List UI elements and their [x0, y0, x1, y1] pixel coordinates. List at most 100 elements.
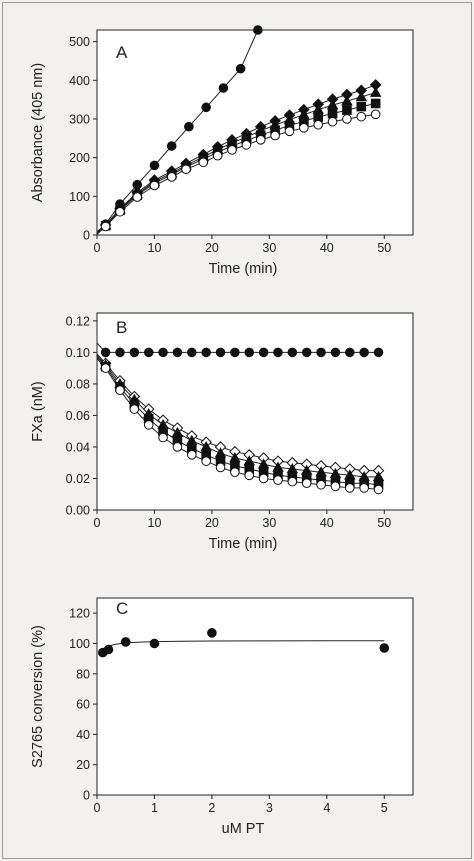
data-point [115, 206, 125, 217]
data-point [218, 83, 229, 93]
data-point [273, 347, 283, 358]
y-tick-label: 0 [83, 789, 90, 803]
x-tick-label: 40 [320, 516, 334, 530]
data-point [187, 450, 197, 460]
data-point [235, 63, 246, 74]
data-point [184, 121, 194, 132]
x-axis-label: Time (min) [209, 261, 278, 277]
y-tick-label: 120 [69, 607, 90, 621]
x-tick-label: 4 [323, 801, 330, 815]
data-point [301, 347, 312, 358]
panel-label: B [116, 318, 127, 337]
plot-area [96, 29, 414, 236]
y-tick-label: 40 [76, 728, 90, 742]
data-point [359, 347, 369, 358]
data-point [356, 101, 367, 112]
data-point [158, 347, 168, 358]
data-point [327, 108, 338, 119]
data-point [359, 483, 369, 493]
data-point [255, 135, 266, 145]
data-point [342, 114, 352, 124]
data-point [207, 628, 217, 638]
y-tick-label: 0.12 [66, 314, 90, 328]
y-axis-label: FXa (nM) [30, 381, 46, 441]
data-point [115, 385, 125, 396]
data-point [299, 123, 309, 133]
y-tick-label: 60 [76, 698, 90, 712]
y-tick-label: 100 [69, 190, 90, 204]
data-point [356, 111, 367, 122]
chart-panel-c: 0 1 2 3 4 5 0 20 40 60 80 100 120 uM PT S2765 conversi… [30, 597, 414, 837]
x-tick-label: 10 [148, 516, 162, 530]
data-point [149, 160, 160, 171]
data-point [316, 347, 326, 358]
y-tick-label: 0.08 [66, 377, 90, 391]
data-point [253, 25, 263, 35]
data-point [326, 99, 339, 110]
data-point [172, 442, 183, 452]
y-tick-label: 200 [69, 151, 90, 165]
y-tick-label: 0.00 [66, 504, 90, 518]
data-point [301, 478, 312, 489]
data-point [270, 130, 280, 141]
data-point [149, 638, 160, 649]
data-point [313, 119, 324, 130]
data-point [201, 347, 211, 358]
data-point [287, 476, 298, 487]
x-tick-label: 50 [377, 516, 391, 530]
y-axis-label: S2765 conversion (%) [30, 625, 46, 768]
data-point [341, 95, 353, 106]
y-tick-label: 80 [76, 667, 90, 681]
data-point [273, 475, 283, 485]
data-point [355, 91, 368, 102]
x-tick-label: 40 [320, 241, 334, 255]
data-point [103, 644, 114, 655]
y-tick-label: 500 [69, 35, 90, 49]
data-point [370, 109, 381, 120]
y-tick-label: 400 [69, 74, 90, 88]
data-point [132, 192, 143, 202]
data-point [120, 637, 131, 647]
y-tick-label: 300 [69, 112, 90, 126]
y-tick-label: 0.06 [66, 409, 90, 423]
y-tick-label: 20 [76, 758, 90, 772]
data-point [212, 150, 223, 161]
data-point [166, 172, 177, 182]
data-point [330, 481, 341, 492]
y-tick-label: 0 [83, 229, 90, 243]
data-point [115, 347, 125, 358]
data-point [258, 473, 269, 484]
data-point [100, 347, 111, 358]
data-point [373, 347, 384, 358]
x-tick-label: 20 [205, 516, 219, 530]
y-tick-label: 100 [69, 637, 90, 651]
data-point [181, 164, 191, 175]
x-tick-label: 5 [381, 801, 388, 815]
panel-label: C [116, 599, 128, 618]
data-point [149, 180, 160, 191]
data-point [284, 126, 295, 137]
data-point [100, 363, 111, 373]
x-tick-label: 50 [377, 241, 391, 255]
data-point [158, 432, 168, 443]
data-point [129, 404, 140, 414]
data-point [241, 140, 252, 150]
data-point [369, 86, 382, 97]
data-point [287, 347, 298, 358]
x-tick-label: 0 [94, 516, 101, 530]
data-point [100, 221, 111, 232]
x-axis-label: Time (min) [209, 536, 278, 552]
data-point [330, 347, 341, 358]
data-point [198, 157, 209, 168]
x-tick-label: 30 [262, 516, 276, 530]
data-point [187, 347, 197, 358]
y-tick-label: 0.04 [66, 440, 90, 454]
chart-panel-b: 0 10 20 30 40 50 0.00 0.02 0.04 0.06 0.08 0.10 0.12 T… [30, 312, 414, 552]
data-point [201, 456, 211, 466]
x-tick-label: 1 [151, 801, 158, 815]
data-point [143, 420, 154, 430]
data-point [379, 643, 390, 653]
x-tick-label: 20 [205, 241, 219, 255]
